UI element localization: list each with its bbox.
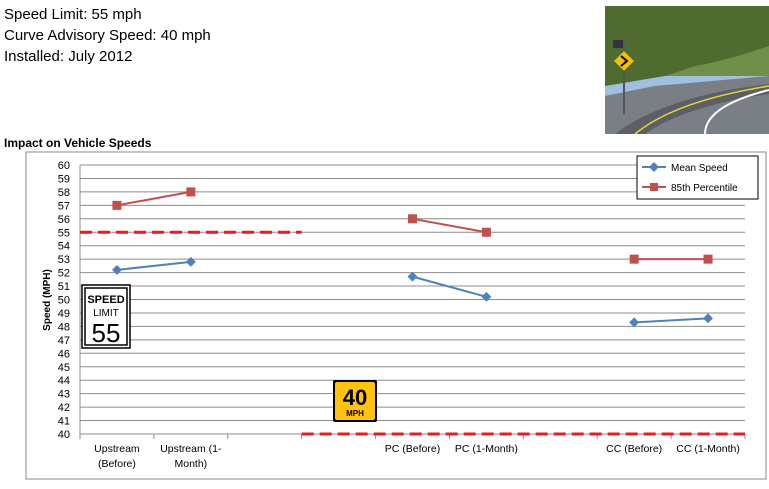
percentile-85-point — [481, 227, 491, 237]
site-info: Speed Limit: 55 mph Curve Advisory Speed… — [4, 4, 211, 67]
chart-border — [25, 151, 767, 480]
y-tick-label: 42 — [58, 402, 70, 414]
mean-speed-point — [185, 256, 196, 267]
y-tick-label: 41 — [58, 416, 70, 428]
y-tick-label: 51 — [58, 281, 70, 293]
mean-speed-point — [111, 264, 122, 275]
legend-mean-marker — [649, 162, 659, 172]
x-tick-label: Upstream (1- — [160, 443, 222, 455]
mean-speed-point — [407, 271, 418, 282]
speed-limit-sign-mid: LIMIT — [93, 308, 119, 319]
legend-p85-label: 85th Percentile — [671, 183, 738, 194]
percentile-85-point — [703, 254, 713, 264]
speed-limit-sign-value: 55 — [92, 318, 121, 348]
x-tick-label: Upstream — [94, 443, 140, 455]
series-lines — [111, 187, 714, 328]
speed-limit-sign-top: SPEED — [87, 294, 124, 306]
advisory-speed-sign: 40 MPH — [333, 380, 377, 422]
advisory-speed-text: Curve Advisory Speed: 40 mph — [4, 27, 211, 44]
percentile-85-point — [112, 200, 122, 210]
y-tick-label: 59 — [58, 173, 70, 185]
y-tick-label: 47 — [58, 335, 70, 347]
gridlines — [79, 164, 745, 435]
x-tick-label: (Before) — [98, 458, 136, 470]
y-tick-label: 48 — [58, 321, 70, 333]
percentile-85-point — [408, 214, 417, 224]
y-tick-label: 54 — [58, 241, 70, 253]
series-line-p85 — [412, 217, 487, 234]
series-line-p85 — [116, 190, 192, 207]
y-tick-label: 44 — [58, 375, 70, 387]
x-tick-label: PC (Before) — [385, 443, 440, 455]
y-tick-label: 60 — [58, 160, 70, 172]
reference-lines — [80, 230, 745, 436]
x-tick-label: CC (1-Month) — [676, 443, 740, 455]
series-line-mean — [634, 317, 709, 324]
speed-limit-sign: SPEED LIMIT 55 — [81, 284, 131, 349]
y-tick-label: 57 — [58, 200, 70, 212]
y-tick-label: 43 — [58, 389, 70, 401]
y-tick-label: 52 — [58, 268, 70, 280]
y-tick-label: 40 — [58, 429, 70, 441]
y-tick-label: 53 — [58, 254, 70, 266]
mean-speed-point — [481, 291, 492, 302]
series-line-mean — [412, 275, 487, 298]
advisory-sign-unit: MPH — [346, 409, 364, 418]
y-tick-label: 46 — [58, 348, 70, 360]
y-tick-label: 45 — [58, 362, 70, 374]
x-tick-label: PC (1-Month) — [455, 443, 518, 455]
mean-speed-point — [703, 313, 714, 324]
x-tick-label: Month) — [174, 458, 207, 470]
legend-p85-marker — [650, 183, 658, 191]
speed-limit-text: Speed Limit: 55 mph — [4, 6, 142, 23]
mean-speed-point — [629, 317, 640, 328]
y-axis-label: Speed (MPH) — [42, 269, 53, 331]
y-tick-label: 50 — [58, 295, 70, 307]
installed-date-text: Installed: July 2012 — [4, 48, 133, 65]
x-tick-label: CC (Before) — [606, 443, 662, 455]
legend-mean-label: Mean Speed — [671, 163, 728, 174]
legend: Mean Speed 85th Percentile — [636, 155, 759, 200]
y-tick-label: 55 — [58, 227, 70, 239]
percentile-85-point — [186, 187, 196, 197]
y-tick-label: 56 — [58, 214, 70, 226]
y-tick-label: 58 — [58, 187, 70, 199]
advisory-sign-value: 40 — [343, 385, 367, 410]
percentile-85-point — [629, 254, 639, 264]
y-tick-label: 49 — [58, 308, 70, 320]
x-axis: Upstream (Before) Upstream (1- Month) PC (Be… — [79, 433, 746, 470]
road-curve-photo — [605, 6, 769, 134]
series-line-mean — [116, 260, 191, 271]
chart-title: Impact on Vehicle Speeds — [4, 136, 152, 150]
